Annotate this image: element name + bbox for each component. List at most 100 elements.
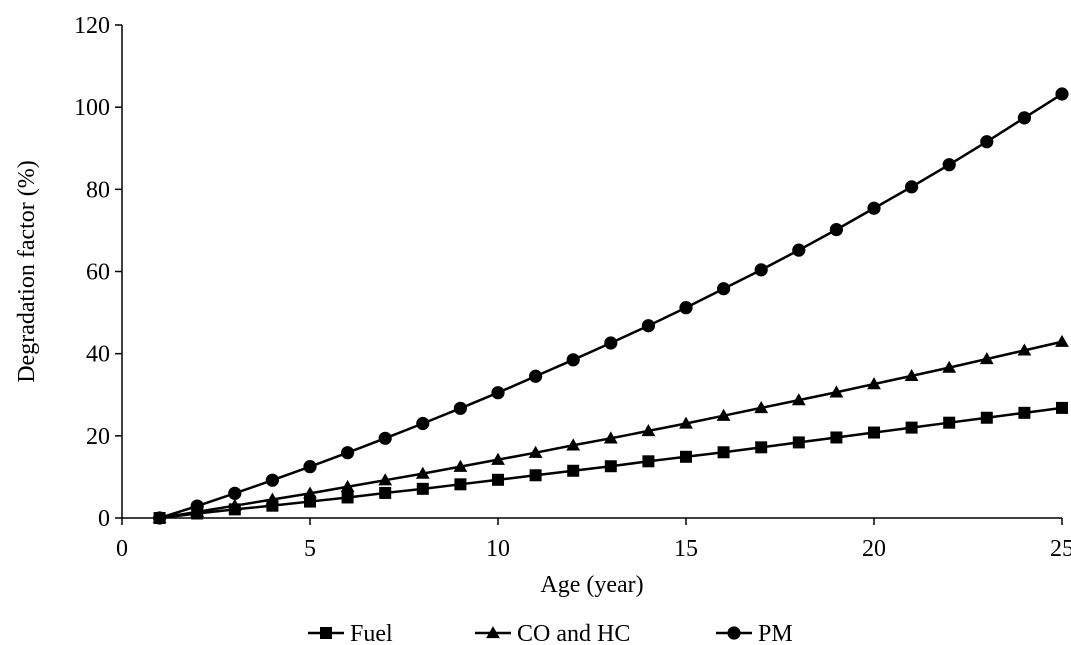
data-point-co-and-hc bbox=[378, 473, 393, 486]
data-point-pm bbox=[228, 486, 242, 500]
x-tick-label: 15 bbox=[674, 536, 698, 562]
data-point-pm bbox=[754, 263, 768, 277]
legend-item-pm: PM bbox=[716, 621, 793, 645]
data-point-fuel bbox=[604, 460, 617, 473]
data-point-pm bbox=[529, 369, 543, 383]
data-point-co-and-hc bbox=[415, 466, 430, 479]
data-point-fuel bbox=[341, 491, 354, 504]
legend-label-pm: PM bbox=[758, 621, 793, 645]
data-point-co-and-hc bbox=[829, 385, 844, 398]
data-point-pm bbox=[905, 180, 919, 194]
legend: Fuel CO and HC PM bbox=[308, 621, 793, 645]
y-axis-title: Degradation factor (%) bbox=[14, 160, 40, 383]
legend-marker-square bbox=[320, 627, 332, 639]
data-point-pm bbox=[829, 222, 844, 237]
data-point-fuel bbox=[492, 473, 504, 486]
data-point-co-and-hc bbox=[942, 360, 957, 373]
data-point-fuel bbox=[905, 421, 918, 434]
legend-label-co-and-hc: CO and HC bbox=[517, 621, 630, 645]
data-point-co-and-hc bbox=[528, 445, 543, 458]
data-point-fuel bbox=[1056, 401, 1068, 414]
data-point-fuel bbox=[755, 441, 768, 454]
data-point-co-and-hc bbox=[754, 400, 769, 414]
data-point-pm bbox=[942, 158, 956, 172]
data-point-pm bbox=[980, 135, 994, 149]
legend-marker-triangle bbox=[486, 626, 500, 639]
data-point-pm bbox=[604, 336, 618, 350]
data-point-co-and-hc bbox=[227, 498, 242, 511]
y-tick-label: 80 bbox=[86, 177, 110, 203]
data-point-pm bbox=[378, 431, 392, 445]
legend-marker-circle bbox=[727, 626, 741, 640]
data-point-pm bbox=[491, 386, 505, 400]
data-point-pm bbox=[190, 499, 204, 513]
series-pm bbox=[153, 87, 1069, 525]
y-tick-label: 40 bbox=[86, 342, 110, 368]
y-tick-label: 100 bbox=[74, 95, 110, 121]
x-tick-label: 25 bbox=[1050, 536, 1071, 562]
data-point-co-and-hc bbox=[791, 393, 806, 406]
data-point-co-and-hc bbox=[453, 459, 468, 472]
legend-item-co-and-hc: CO and HC bbox=[475, 621, 630, 645]
data-point-pm bbox=[303, 460, 317, 474]
x-tick-label: 10 bbox=[486, 536, 510, 562]
data-point-fuel bbox=[379, 486, 392, 499]
x-tick-label: 20 bbox=[862, 536, 886, 562]
y-tick-label: 0 bbox=[98, 506, 110, 532]
data-point-co-and-hc bbox=[603, 431, 618, 444]
x-tick-label: 0 bbox=[116, 536, 128, 562]
data-point-pm bbox=[792, 243, 806, 257]
data-point-pm bbox=[453, 401, 467, 415]
data-point-fuel bbox=[642, 455, 655, 468]
data-point-co-and-hc bbox=[904, 368, 919, 382]
data-point-co-and-hc bbox=[303, 486, 317, 499]
data-point-pm bbox=[641, 319, 656, 333]
ticks: 0 20 40 60 80 100 120 0 5 10 15 20 25 bbox=[74, 13, 1071, 562]
data-point-co-and-hc bbox=[1055, 334, 1069, 347]
axes bbox=[121, 25, 1062, 519]
data-point-pm bbox=[566, 353, 580, 367]
data-point-co-and-hc bbox=[679, 416, 693, 429]
legend-item-fuel: Fuel bbox=[308, 621, 393, 645]
y-tick-label: 60 bbox=[86, 260, 110, 286]
data-point-pm bbox=[341, 446, 355, 460]
data-point-co-and-hc bbox=[867, 377, 881, 390]
data-point-pm bbox=[717, 282, 731, 296]
data-point-fuel bbox=[830, 431, 843, 444]
x-tick-label: 5 bbox=[304, 536, 316, 562]
data-point-fuel bbox=[980, 411, 993, 424]
data-point-co-and-hc bbox=[979, 352, 994, 365]
data-point-fuel bbox=[943, 416, 956, 429]
data-point-pm bbox=[867, 201, 881, 215]
data-point-fuel bbox=[304, 495, 316, 508]
x-axis-title: Age (year) bbox=[540, 572, 643, 598]
data-point-co-and-hc bbox=[491, 452, 505, 465]
data-point-fuel bbox=[792, 436, 805, 449]
y-tick-label: 120 bbox=[74, 13, 110, 39]
data-point-pm bbox=[1055, 87, 1069, 101]
data-point-co-and-hc bbox=[340, 479, 355, 492]
data-point-co-and-hc bbox=[265, 492, 280, 505]
y-tick-label: 20 bbox=[86, 424, 110, 450]
data-point-pm bbox=[416, 416, 430, 431]
series-fuel bbox=[153, 401, 1068, 524]
data-point-pm bbox=[679, 301, 693, 315]
data-point-fuel bbox=[567, 464, 580, 477]
data-point-pm bbox=[1017, 111, 1031, 125]
data-point-fuel bbox=[1018, 406, 1031, 419]
series-line-pm bbox=[159, 92, 1063, 520]
data-point-fuel bbox=[868, 426, 880, 439]
series-line-co-and-hc bbox=[159, 340, 1063, 520]
data-point-co-and-hc bbox=[1017, 343, 1032, 356]
data-point-fuel bbox=[454, 478, 467, 491]
series-co-and-hc bbox=[152, 334, 1069, 524]
data-point-fuel bbox=[529, 469, 542, 482]
data-point-fuel bbox=[680, 450, 692, 463]
series-lines bbox=[152, 87, 1069, 525]
data-point-pm bbox=[153, 511, 167, 525]
data-point-pm bbox=[265, 473, 279, 487]
data-point-co-and-hc bbox=[716, 408, 731, 421]
data-point-fuel bbox=[416, 482, 429, 495]
data-point-fuel bbox=[717, 446, 730, 459]
